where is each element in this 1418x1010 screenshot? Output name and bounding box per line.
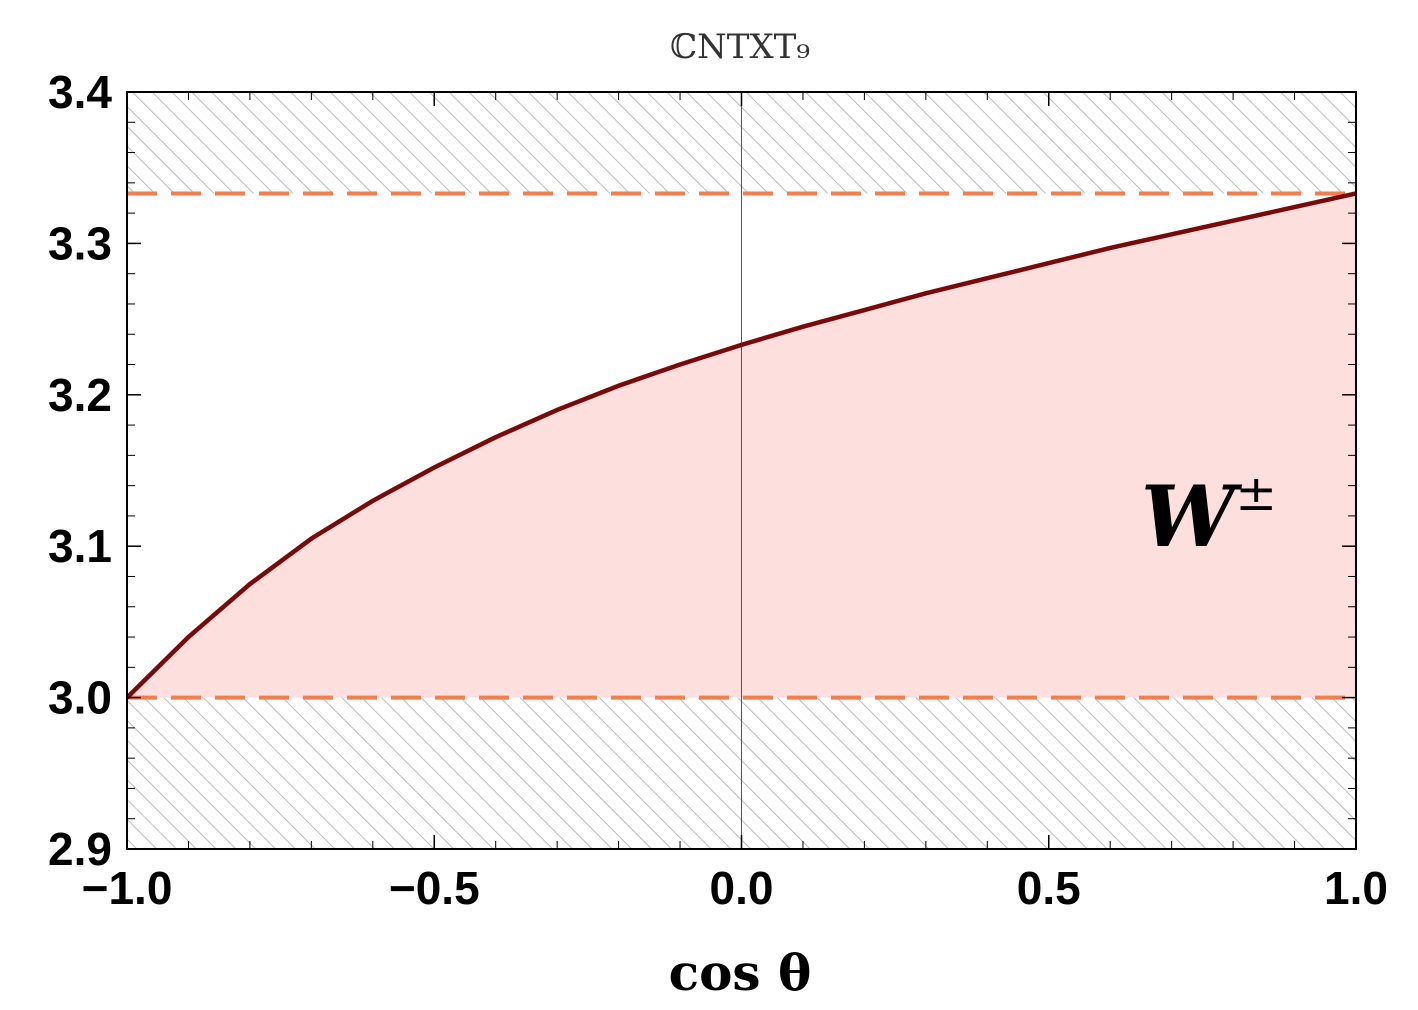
x-tick-labels: −1.0 −0.5 0.0 0.5 1.0	[82, 862, 1388, 914]
x-tick-label: 0.0	[710, 862, 774, 914]
annotation-label: W±	[1141, 464, 1277, 566]
y-tick-label: 3.4	[48, 66, 112, 118]
annotation-superscript: ±	[1235, 464, 1277, 522]
x-tick-label: −0.5	[389, 862, 480, 914]
x-tick-label: 1.0	[1324, 862, 1388, 914]
y-tick-label: 3.1	[48, 520, 112, 572]
reference-lines	[127, 191, 1356, 700]
series-line	[127, 191, 1356, 700]
y-tick-label: 2.9	[48, 823, 112, 875]
x-tick-label: 0.5	[1017, 862, 1081, 914]
series-layer	[127, 191, 1356, 700]
y-tick-label: 3.2	[48, 369, 112, 421]
x-tick-label: −1.0	[82, 862, 173, 914]
annotation-main: W	[1141, 467, 1243, 566]
y-tick-label: 3.3	[48, 217, 112, 269]
y-tick-labels: 2.9 3.0 3.1 3.2 3.3 3.4	[48, 66, 112, 875]
x-axis-label: cos θ	[669, 943, 812, 1002]
chart-title: ℂNTXT₉	[670, 27, 810, 67]
axis-ticks	[126, 91, 1357, 850]
y-tick-label: 3.0	[48, 672, 112, 724]
